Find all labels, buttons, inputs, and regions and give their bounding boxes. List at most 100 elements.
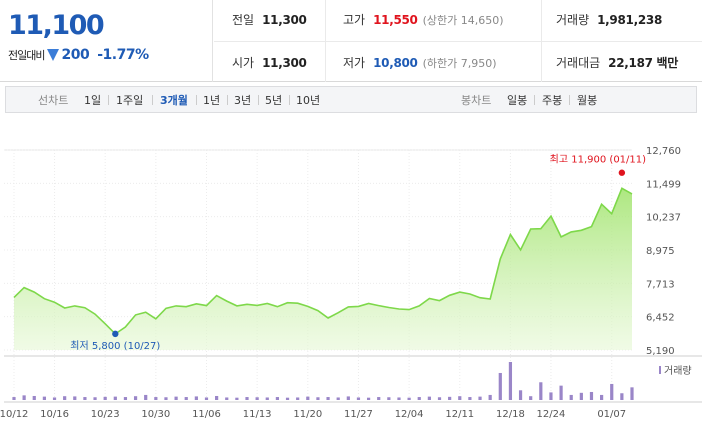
x-tick-label: 12/18	[496, 409, 525, 420]
tab-period-1y[interactable]: 1년	[203, 94, 221, 107]
volume-bar	[437, 397, 442, 400]
high-label: 고가	[343, 13, 366, 27]
x-tick-label: 11/13	[243, 409, 272, 420]
volume-bar	[366, 397, 371, 400]
x-tick-label: 10/16	[40, 409, 69, 420]
x-tick-label: 10/12	[0, 409, 28, 420]
divider	[569, 95, 570, 105]
y-tick-label: 5,190	[646, 346, 675, 357]
min-annotation: 최저 5,800 (10/27)	[70, 340, 160, 352]
volume-bar	[407, 397, 411, 400]
y-tick-label: 8,975	[646, 246, 675, 257]
volume-bar	[549, 392, 553, 400]
volume-bar	[508, 362, 513, 400]
volume-bar	[346, 396, 350, 400]
tab-candle-daily[interactable]: 일봉	[507, 94, 528, 107]
volume-bar	[620, 393, 624, 400]
volume-bar	[113, 396, 117, 400]
volume-bar	[42, 396, 46, 400]
volume-bar	[93, 397, 97, 400]
tab-candle-monthly[interactable]: 월봉	[577, 94, 598, 107]
divider	[108, 95, 109, 105]
prev-close-cell: 전일 11,300	[232, 11, 307, 28]
trade-value-label: 거래대금	[556, 56, 601, 70]
volume-bar	[52, 397, 57, 400]
divider	[152, 95, 153, 105]
volume-bar	[600, 394, 604, 400]
y-tick-label: 6,452	[646, 313, 675, 324]
upper-limit: (상한가 14,650)	[422, 14, 504, 27]
volume-bar	[630, 387, 634, 400]
volume-bar	[22, 395, 26, 400]
volume-bar	[194, 396, 198, 400]
price-area	[13, 187, 633, 350]
volume-bar	[245, 397, 249, 400]
volume-legend-swatch	[659, 366, 661, 374]
volume-bar	[518, 390, 523, 400]
high-cell: 고가 11,550 (상한가 14,650)	[343, 11, 504, 28]
chart-annotations: 최고 11,900 (01/11) 최저 5,800 (10/27)	[70, 154, 646, 352]
tab-period-3y[interactable]: 3년	[234, 94, 252, 107]
x-tick-label: 01/07	[597, 409, 626, 420]
price-summary: 11,100 전일대비 200 -1.77% 전일 11,300 고가 11,5…	[0, 0, 702, 82]
volume-value: 1,981,238	[597, 13, 662, 27]
tab-period-1w[interactable]: 1주일	[116, 94, 144, 107]
volume-bar	[559, 385, 563, 400]
volume-legend-label: 거래량	[664, 365, 692, 377]
open-label: 시가	[232, 56, 255, 70]
volume-bar	[296, 397, 300, 400]
tab-period-5y[interactable]: 5년	[265, 94, 283, 107]
low-label: 저가	[343, 56, 366, 70]
tab-period-1d[interactable]: 1일	[84, 94, 102, 107]
volume-bar	[265, 397, 269, 400]
volume-bar	[123, 397, 128, 400]
volume-bar	[316, 397, 320, 400]
volume-bar	[306, 396, 310, 400]
volume-bar	[458, 396, 462, 400]
volume-bar	[468, 397, 472, 400]
volume-bar	[103, 396, 107, 400]
volume-bar	[448, 396, 452, 400]
divider	[227, 95, 228, 105]
change-row: 전일대비 200 -1.77%	[8, 47, 149, 63]
volume-bar	[73, 396, 77, 400]
volume-bar	[144, 394, 148, 400]
volume-bar	[225, 397, 229, 400]
trade-value: 22,187 백만	[608, 56, 679, 70]
max-point-marker	[618, 169, 626, 176]
price-area-fill	[14, 188, 632, 350]
volume-bar	[204, 397, 209, 400]
lower-limit: (하한가 7,950)	[422, 57, 497, 70]
tab-candle-weekly[interactable]: 주봉	[542, 94, 563, 107]
volume-bar	[63, 396, 67, 400]
volume-bar	[164, 397, 168, 400]
low-cell: 저가 10,800 (하한가 7,950)	[343, 54, 497, 71]
volume-bar	[326, 397, 330, 400]
tab-period-10y[interactable]: 10년	[296, 94, 321, 107]
volume-bar	[356, 397, 361, 400]
max-annotation: 최고 11,900 (01/11)	[550, 154, 646, 166]
divider	[214, 41, 702, 42]
volume-bar	[32, 395, 36, 400]
tab-period-3m[interactable]: 3개월	[160, 94, 188, 107]
volume-bar	[397, 397, 401, 400]
volume-bar	[275, 397, 280, 400]
volume-bar	[579, 392, 583, 400]
volume-bar	[417, 397, 421, 400]
volume-bar	[529, 396, 533, 400]
volume-bar	[235, 397, 239, 400]
x-tick-label: 12/04	[395, 409, 424, 420]
volume-bar	[174, 396, 178, 400]
change-label: 전일대비	[8, 49, 45, 62]
volume-bars: 거래량	[12, 362, 692, 400]
divider	[534, 95, 535, 105]
change-amount: 200	[61, 47, 90, 63]
divider	[289, 95, 290, 105]
volume-bar	[285, 397, 290, 400]
divider	[196, 95, 197, 105]
volume-bar	[589, 391, 594, 400]
volume-bar	[478, 396, 482, 400]
volume-cell: 거래량 1,981,238	[556, 11, 662, 28]
volume-bar	[427, 396, 431, 400]
volume-bar	[539, 382, 543, 400]
